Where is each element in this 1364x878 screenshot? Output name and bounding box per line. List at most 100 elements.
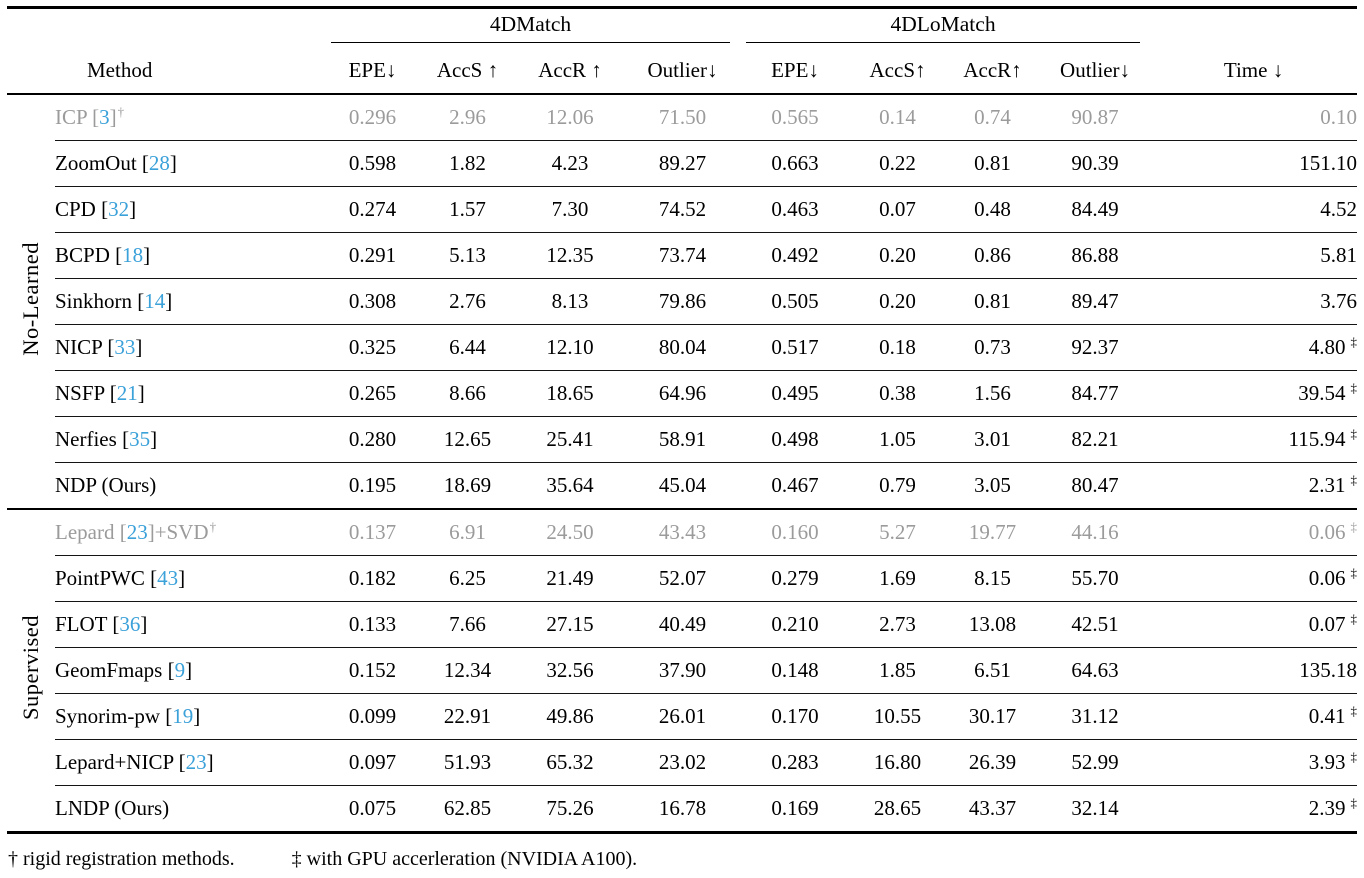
metric-cell: 89.47	[1040, 278, 1151, 325]
footnotes: † rigid registration methods. ‡ with GPU…	[7, 848, 1357, 871]
metric-cell: 58.91	[625, 416, 741, 463]
metric-cell: 0.22	[850, 140, 946, 187]
metric-cell: 0.565	[740, 94, 851, 141]
time-cell: 39.54 ‡	[1150, 370, 1358, 417]
metric-cell: 92.37	[1040, 324, 1151, 371]
metric-cell: 0.14	[850, 94, 946, 141]
citation-number: 43	[157, 566, 179, 590]
metric-cell: 73.74	[625, 232, 741, 279]
table-row: NICP [33] 0.325 6.44 12.10 80.04 0.517 0.18 0.7…	[7, 324, 1358, 371]
table-row: PointPWC [43] 0.182 6.25 21.49 52.07 0.279 1.6…	[7, 555, 1358, 602]
metric-cell: 1.57	[420, 186, 515, 233]
metric-cell: 65.32	[515, 739, 625, 786]
metric-cell: 3.01	[945, 416, 1041, 463]
table-row: Lepard+NICP [23] 0.097 51.93 65.32 23.02 0.28…	[7, 739, 1358, 786]
metric-cell: 0.279	[740, 555, 851, 602]
footnote-dagger: † rigid registration methods.	[8, 848, 235, 870]
header-blank	[7, 47, 55, 95]
metric-cell: 0.498	[740, 416, 851, 463]
time-cell: 4.80 ‡	[1150, 324, 1358, 371]
metric-cell: 0.467	[740, 462, 851, 510]
metric-cell: 0.18	[850, 324, 946, 371]
table-row: Nerfies [35] 0.280 12.65 25.41 58.91 0.498 1.0…	[7, 416, 1358, 463]
metric-cell: 0.133	[325, 601, 420, 648]
metric-cell: 0.210	[740, 601, 851, 648]
time-cell: 0.06 ‡	[1150, 555, 1358, 602]
metric-cell: 37.90	[625, 647, 741, 694]
metric-cell: 0.495	[740, 370, 851, 417]
double-dagger-mark: ‡	[1350, 426, 1358, 441]
row-group-label-text: Supervised	[18, 615, 43, 720]
time-cell: 115.94 ‡	[1150, 416, 1358, 463]
time-cell: 0.07 ‡	[1150, 601, 1358, 648]
metric-cell: 5.13	[420, 232, 515, 279]
citation-number: 3	[99, 105, 110, 129]
metric-cell: 0.291	[325, 232, 420, 279]
method-cell: NSFP [21]	[55, 370, 325, 417]
col-header-outlier-4dmatch: Outlier↓	[625, 47, 741, 95]
method-cell: NICP [33]	[55, 324, 325, 371]
col-header-time: Time ↓	[1150, 47, 1358, 95]
metric-cell: 0.274	[325, 186, 420, 233]
metric-cell: 28.65	[850, 785, 946, 833]
col-header-outlier-4dlomatch: Outlier↓	[1040, 47, 1151, 95]
metric-cell: 84.49	[1040, 186, 1151, 233]
metric-cell: 0.48	[945, 186, 1041, 233]
metric-cell: 8.13	[515, 278, 625, 325]
metric-cell: 21.49	[515, 555, 625, 602]
metric-cell: 12.34	[420, 647, 515, 694]
double-dagger-mark: ‡	[1350, 565, 1358, 580]
time-cell: 2.31 ‡	[1150, 462, 1358, 510]
metric-cell: 42.51	[1040, 601, 1151, 648]
metric-cell: 0.170	[740, 693, 851, 740]
method-cell: Nerfies [35]	[55, 416, 325, 463]
metric-cell: 40.49	[625, 601, 741, 648]
metric-cell: 3.05	[945, 462, 1041, 510]
metric-cell: 0.296	[325, 94, 420, 141]
dagger-mark: †	[117, 104, 125, 119]
metric-cell: 71.50	[625, 94, 741, 141]
metric-cell: 0.07	[850, 186, 946, 233]
time-cell: 0.06 ‡	[1150, 508, 1358, 556]
metric-cell: 0.20	[850, 232, 946, 279]
method-cell: GeomFmaps [9]	[55, 647, 325, 694]
metric-cell: 0.160	[740, 508, 851, 556]
citation-number: 21	[116, 381, 138, 405]
metric-cell: 44.16	[1040, 508, 1151, 556]
double-dagger-mark: ‡	[1350, 749, 1358, 764]
metric-cell: 52.99	[1040, 739, 1151, 786]
metric-cell: 0.075	[325, 785, 420, 833]
column-header-row: Method EPE↓ AccS ↑ AccR ↑ Outlier↓ EPE↓ …	[7, 47, 1358, 95]
metric-cell: 1.85	[850, 647, 946, 694]
metric-cell: 0.598	[325, 140, 420, 187]
table-row: Synorim-pw [19] 0.099 22.91 49.86 26.01 0.170…	[7, 693, 1358, 740]
metric-cell: 8.66	[420, 370, 515, 417]
method-cell: Lepard [23]+SVD†	[55, 508, 325, 556]
header-blank	[7, 8, 325, 48]
metric-cell: 86.88	[1040, 232, 1151, 279]
metric-cell: 0.097	[325, 739, 420, 786]
metric-cell: 0.099	[325, 693, 420, 740]
table-body: No-Learned ICP [3]† 0.296 2.96 12.06 71.50 0.5…	[7, 94, 1358, 833]
metric-cell: 0.86	[945, 232, 1041, 279]
metric-cell: 0.517	[740, 324, 851, 371]
double-dagger-mark: ‡	[1350, 519, 1358, 534]
metric-cell: 12.35	[515, 232, 625, 279]
column-group-4dmatch-label: 4DMatch	[489, 12, 572, 37]
metric-cell: 51.93	[420, 739, 515, 786]
metric-cell: 49.86	[515, 693, 625, 740]
metric-cell: 74.52	[625, 186, 741, 233]
metric-cell: 16.78	[625, 785, 741, 833]
citation-number: 19	[172, 704, 194, 728]
time-cell: 0.10	[1150, 94, 1358, 141]
method-cell: ICP [3]†	[55, 94, 325, 141]
citation-number: 35	[129, 427, 151, 451]
metric-cell: 0.265	[325, 370, 420, 417]
citation-number: 36	[119, 612, 141, 636]
citation-number: 14	[144, 289, 166, 313]
metric-cell: 0.20	[850, 278, 946, 325]
metric-cell: 6.44	[420, 324, 515, 371]
metric-cell: 4.23	[515, 140, 625, 187]
metric-cell: 0.463	[740, 186, 851, 233]
citation-number: 18	[122, 243, 144, 267]
